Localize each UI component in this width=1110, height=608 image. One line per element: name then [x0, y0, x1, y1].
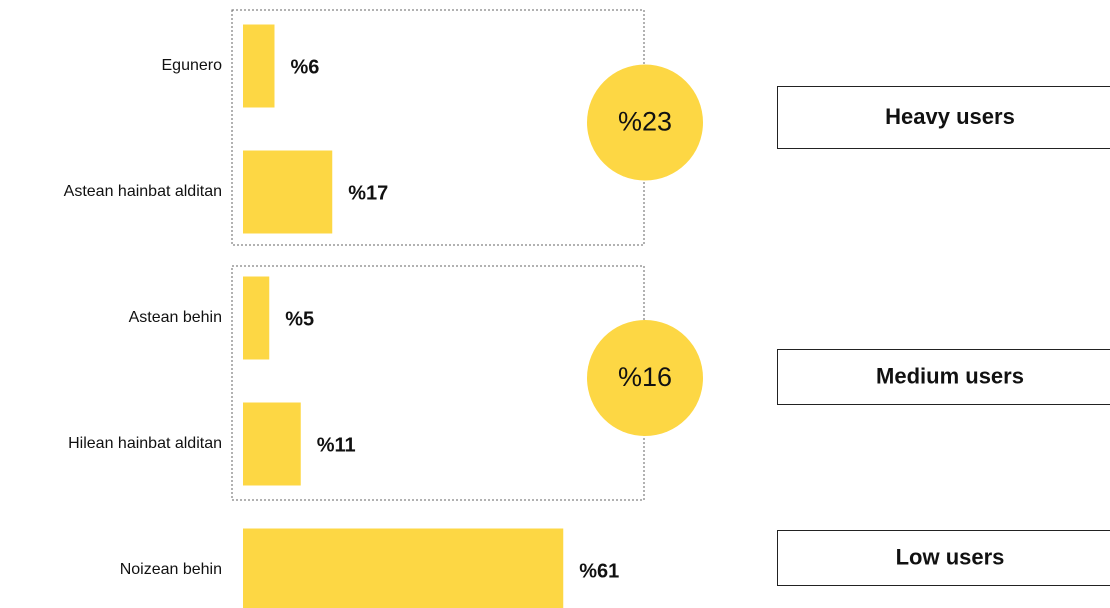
value-label: %5 — [285, 308, 314, 330]
group-box — [777, 530, 1110, 586]
group-box — [777, 86, 1110, 149]
group-name: Heavy users — [885, 104, 1015, 129]
category-label: Noizean behin — [120, 561, 222, 578]
group-box — [777, 349, 1110, 405]
group-name: Low users — [896, 544, 1005, 569]
value-label: %11 — [317, 434, 356, 456]
total-label: %23 — [618, 107, 672, 137]
group-name: Medium users — [876, 363, 1024, 388]
total-circle — [587, 320, 703, 436]
category-label: Astean behin — [129, 309, 222, 326]
value-label: %17 — [348, 182, 388, 204]
total-circle — [587, 64, 703, 181]
category-label: Hilean hainbat alditan — [68, 435, 222, 452]
bar — [243, 402, 301, 486]
category-label: Egunero — [162, 57, 223, 74]
category-label: Astean hainbat alditan — [64, 183, 222, 200]
total-label: %16 — [618, 362, 672, 392]
value-label: %6 — [291, 56, 320, 78]
bar — [243, 528, 564, 608]
value-label: %61 — [579, 560, 619, 582]
bar — [243, 276, 270, 360]
bar — [243, 24, 275, 108]
bar — [243, 150, 333, 234]
